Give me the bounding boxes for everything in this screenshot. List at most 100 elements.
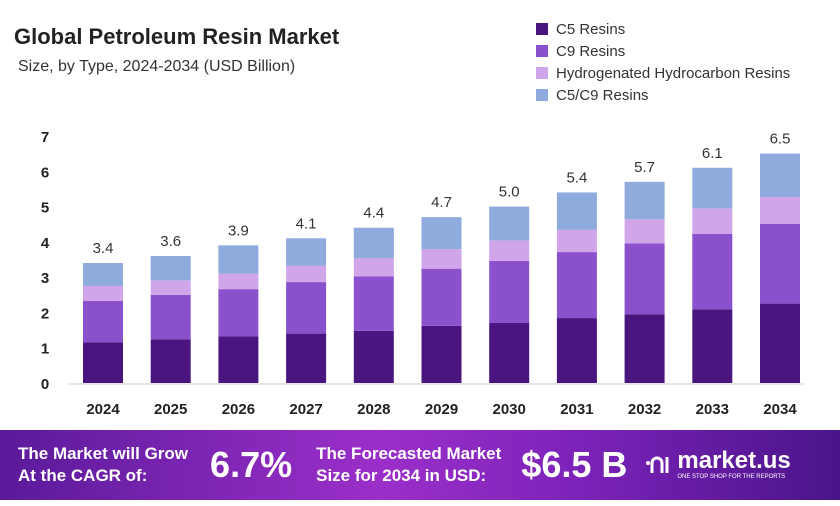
y-tick-label: 5	[41, 200, 49, 217]
chart-title: Global Petroleum Resin Market	[14, 24, 340, 49]
bar-segment	[83, 263, 123, 286]
logo-tagline: ONE STOP SHOP FOR THE REPORTS	[677, 474, 786, 480]
bar-segment	[353, 258, 394, 277]
total-label: 5.4	[566, 169, 587, 186]
market-us-logo: market.us ONE STOP SHOP FOR THE REPORTS	[645, 447, 791, 481]
x-tick-label: 2033	[696, 401, 729, 418]
bar-segment	[83, 285, 123, 301]
total-label: 4.7	[431, 194, 452, 211]
bar-segment	[760, 197, 800, 224]
bar-segment	[556, 252, 597, 319]
footer-banner: The Market will Grow At the CAGR of: 6.7%…	[0, 430, 840, 500]
x-tick-label: 2028	[357, 401, 390, 418]
bar-segment	[624, 181, 665, 220]
bar-segment	[624, 314, 665, 383]
bar-segment	[760, 153, 800, 198]
bar-segment	[218, 245, 259, 274]
size-value: $6.5 B	[521, 444, 628, 485]
x-tick-label: 2034	[763, 401, 797, 418]
chart-subtitle: Size, by Type, 2024-2034 (USD Billion)	[18, 58, 296, 75]
legend-item: Hydrogenated Hydrocarbon Resins	[536, 62, 790, 84]
x-tick-label: 2031	[560, 401, 593, 418]
total-label: 4.1	[296, 215, 317, 232]
bar-segment	[489, 323, 530, 383]
legend-label: C5/C9 Resins	[556, 86, 649, 104]
bar-segment	[286, 333, 327, 383]
bar-segment	[489, 240, 530, 261]
logo-name: market.us	[677, 447, 791, 474]
bar-segment	[556, 318, 597, 383]
x-tick-label: 2024	[86, 401, 120, 418]
x-tick-label: 2029	[425, 401, 458, 418]
bar-segment	[556, 192, 597, 230]
legend-swatch	[536, 89, 548, 101]
total-label: 3.9	[228, 222, 249, 239]
legend-swatch	[536, 23, 548, 35]
bar-segment	[421, 217, 462, 250]
x-tick-label: 2030	[493, 401, 526, 418]
bar-segment	[286, 265, 327, 283]
bar-segment	[218, 289, 259, 337]
total-label: 3.4	[93, 240, 114, 257]
cagr-label: The Market will Grow At the CAGR of:	[18, 443, 188, 487]
y-tick-label: 0	[41, 376, 49, 393]
bar-segment	[83, 342, 123, 383]
bar-segment	[353, 227, 394, 259]
y-tick-label: 3	[41, 270, 49, 287]
cagr-label-line2: At the CAGR of:	[18, 466, 148, 485]
bar-segment	[760, 223, 800, 304]
x-tick-label: 2032	[628, 401, 661, 418]
bar-segment	[218, 273, 259, 290]
legend-label: C5 Resins	[556, 20, 626, 38]
legend-swatch	[536, 67, 548, 79]
bar-segment	[692, 208, 733, 234]
bar-segment	[150, 294, 191, 340]
total-label: 5.7	[634, 159, 655, 176]
y-tick-label: 4	[41, 235, 50, 252]
y-tick-label: 2	[41, 305, 49, 322]
bar-segment	[353, 276, 394, 331]
bar-segment	[489, 260, 530, 324]
bar-segment	[556, 229, 597, 253]
bar-segment	[692, 233, 733, 310]
bar-segment	[760, 303, 800, 383]
bar-segment	[421, 268, 462, 326]
bar-segment	[353, 330, 394, 383]
legend-swatch	[536, 45, 548, 57]
bar-segment	[150, 255, 191, 281]
size-label: The Forecasted Market Size for 2034 in US…	[316, 443, 501, 487]
total-label: 6.1	[702, 145, 723, 162]
cagr-value: 6.7%	[210, 444, 293, 485]
bar-segment	[218, 336, 259, 383]
y-tick-label: 1	[41, 341, 49, 358]
y-tick-label: 6	[41, 164, 49, 181]
total-label: 4.4	[363, 205, 384, 222]
total-label: 3.6	[160, 233, 181, 250]
bar-segment	[421, 325, 462, 383]
legend-label: C9 Resins	[556, 42, 626, 60]
logo-icon	[646, 456, 669, 473]
bar-segment	[286, 282, 327, 334]
bar-segment	[286, 238, 327, 266]
size-label-line1: The Forecasted Market	[316, 444, 502, 463]
stacked-bar-chart: 0 1 2 3 4 5 6 7 3.4 2024 3.6 2025 3.9 2026 4.1 2027 4.4 2…	[41, 129, 805, 418]
legend-item: C5/C9 Resins	[536, 84, 790, 106]
total-label: 5.0	[499, 184, 520, 201]
bar-segment	[150, 339, 191, 383]
legend-item: C5 Resins	[536, 18, 790, 40]
x-tick-label: 2027	[289, 401, 322, 418]
bar-segment	[489, 206, 530, 241]
legend-item: C9 Resins	[536, 40, 790, 62]
bar-segment	[624, 219, 665, 244]
x-tick-label: 2026	[222, 401, 255, 418]
total-label: 6.5	[770, 131, 791, 148]
bar-segment	[624, 243, 665, 315]
legend-label: Hydrogenated Hydrocarbon Resins	[556, 64, 791, 82]
bar-segment	[150, 280, 191, 295]
bar-segment	[83, 300, 123, 343]
legend: C5 Resins C9 Resins Hydrogenated Hydrocarb…	[536, 18, 790, 106]
cagr-label-line1: The Market will Grow	[18, 444, 189, 463]
y-tick-label: 7	[41, 129, 49, 146]
x-tick-label: 2025	[154, 401, 187, 418]
size-label-line2: Size for 2034 in USD:	[316, 466, 487, 485]
